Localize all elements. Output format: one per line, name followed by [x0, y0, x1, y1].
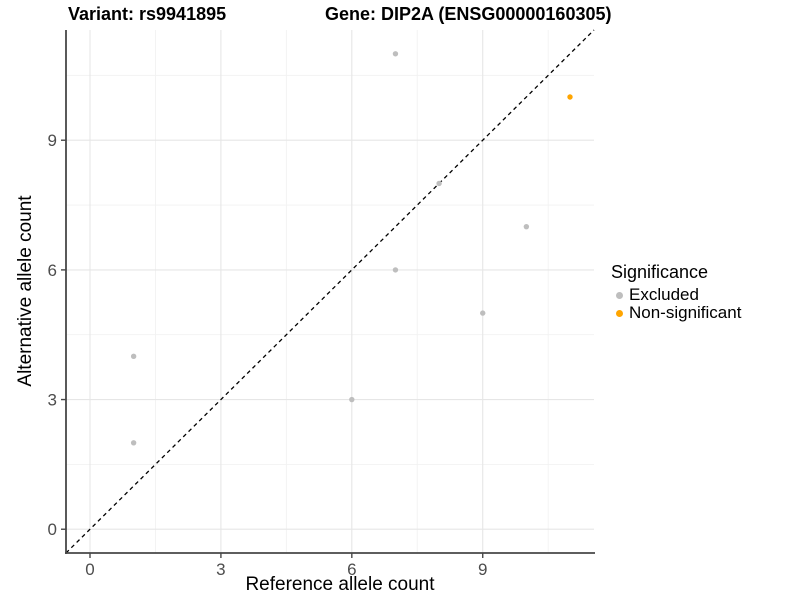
- data-point-excluded: [392, 51, 399, 57]
- y-axis-title: Alternative allele count: [15, 195, 36, 387]
- data-point-excluded: [392, 267, 399, 273]
- data-point-non-significant: [567, 94, 573, 100]
- y-tick-label: 0: [48, 520, 57, 539]
- y-tick-label: 3: [48, 391, 57, 410]
- x-axis-title: Reference allele count: [245, 574, 435, 595]
- legend-label-excluded: Excluded: [629, 285, 699, 304]
- y-tick-label: 6: [48, 261, 57, 280]
- non-significant-dot-icon: [616, 309, 623, 317]
- legend-title: Significance: [611, 262, 709, 282]
- data-point-excluded: [130, 440, 137, 446]
- identity-dashed-line: [65, 29, 595, 554]
- excluded-dot-icon: [616, 291, 623, 299]
- x-tick-label: 0: [85, 560, 94, 579]
- data-point-excluded: [349, 396, 355, 403]
- variant-title: Variant: rs9941895: [68, 4, 227, 24]
- y-tick-label: 9: [48, 131, 57, 150]
- data-point-excluded: [436, 180, 442, 187]
- data-point-excluded: [130, 353, 137, 360]
- legend-item-excluded: Excluded: [611, 285, 741, 304]
- gene-title: Gene: DIP2A (ENSG00000160305): [325, 4, 612, 24]
- data-point-excluded: [480, 310, 486, 316]
- legend-item-non-significant: Non-significant: [611, 303, 742, 322]
- legend: Significance Excluded Non-significant: [611, 262, 741, 322]
- x-tick-label: 3: [216, 560, 225, 579]
- legend-label-non-significant: Non-significant: [629, 303, 742, 322]
- x-tick-label: 6: [347, 560, 356, 579]
- data-point-excluded: [523, 223, 530, 230]
- x-tick-label: 9: [478, 560, 487, 579]
